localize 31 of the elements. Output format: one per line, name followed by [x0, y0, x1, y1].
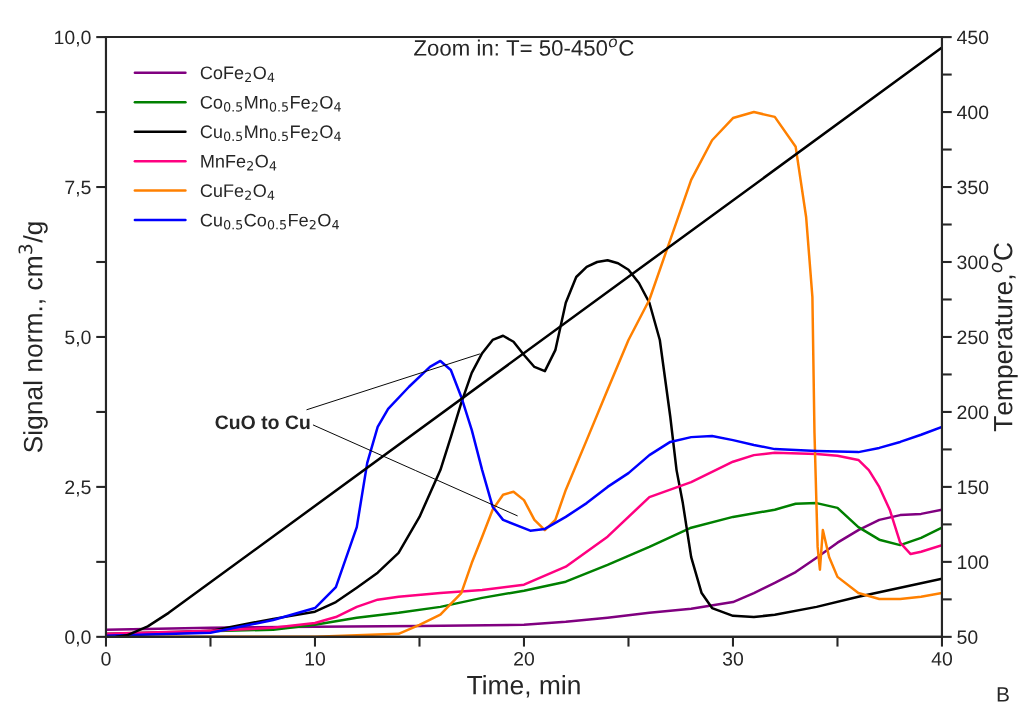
x-tick-label: 30	[722, 651, 744, 666]
x-tick-label: 10	[305, 651, 326, 666]
y-tick-label: 10,0	[55, 30, 91, 47]
chart-title: Zoom in: T= 50-450$^{o}$C	[414, 38, 634, 56]
y-tick-label: 5,0	[65, 330, 91, 347]
y2-axis-title: Temperature,$^{o}$C	[991, 243, 1018, 432]
legend-label: CuFe$_{2}$O$_{4}$	[200, 184, 275, 200]
legend-label: Co$_{0.5}$Mn$_{0.5}$Fe$_{2}$O$_{4}$	[200, 95, 341, 112]
y2-tick-label: 350	[957, 180, 989, 195]
y2-tick-label: 400	[957, 105, 989, 120]
x-tick-label: 0	[101, 651, 111, 666]
y2-tick-label: 200	[957, 405, 989, 420]
y2-tick-label: 450	[957, 30, 989, 45]
y2-tick-label: 100	[958, 555, 989, 570]
legend-label: MnFe$_{2}$O$_{4}$	[201, 154, 277, 171]
x-axis-title: Time, min	[467, 675, 580, 698]
legend-label: CoFe$_{2}$O$_{4}$	[200, 66, 275, 82]
legend-label: Cu$_{0.5}$Mn$_{0.5}$Fe$_{2}$O$_{4}$	[200, 125, 341, 142]
y2-tick-label: 150	[958, 480, 989, 495]
x-tick-label: 20	[514, 651, 535, 666]
y-tick-label: 0,0	[65, 630, 91, 647]
annotation: CuO to Cu	[215, 415, 310, 430]
x-tick-label: 40	[931, 651, 953, 666]
y-axis-title: Signal norm., cm$^{3}$/g	[18, 222, 48, 453]
y2-tick-label: 300	[957, 255, 989, 270]
y-tick-label: 2,5	[65, 480, 91, 497]
y2-tick-label: 250	[957, 330, 989, 345]
y2-tick-label: 50	[957, 630, 978, 645]
text: B	[997, 687, 1009, 702]
legend-label: Cu$_{0.5}$Co$_{0.5}$Fe$_{2}$O$_{4}$	[200, 213, 339, 230]
y-tick-label: 7,5	[65, 180, 91, 197]
